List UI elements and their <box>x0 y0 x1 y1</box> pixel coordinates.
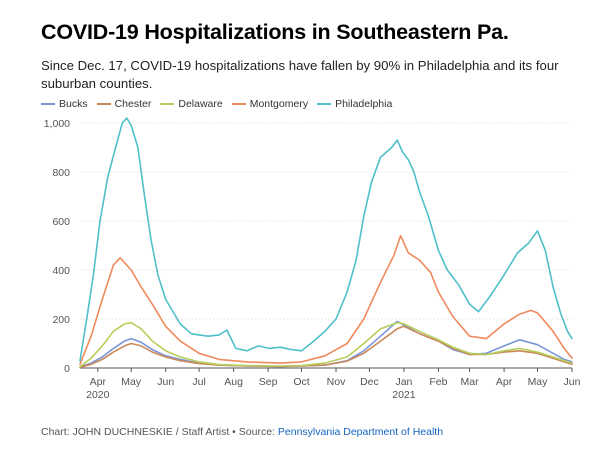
x-tick-year-label: 2020 <box>86 389 110 401</box>
x-tick-label: Mar <box>461 376 480 388</box>
legend-swatch <box>317 103 332 105</box>
chart-legend: Bucks Chester Delaware Montgomery Philadelph… <box>41 98 401 110</box>
y-tick-label: 400 <box>52 265 70 277</box>
x-tick-label: Apr <box>496 376 513 388</box>
x-tick-label: May <box>528 376 549 388</box>
legend-label: Philadelphia <box>335 98 393 110</box>
chart-title: COVID-19 Hospitalizations in Southeaster… <box>41 20 509 44</box>
x-tick-label: Feb <box>429 376 447 388</box>
x-tick-label: Apr <box>90 376 107 388</box>
chart-footer: Chart: JOHN DUCHNESKIE / Staff Artist • … <box>41 426 443 438</box>
legend-label: Bucks <box>59 98 88 110</box>
y-tick-label: 200 <box>52 314 70 326</box>
source-link[interactable]: Pennsylvania Department of Health <box>277 426 444 438</box>
x-tick-year-label: 2021 <box>392 389 416 401</box>
legend-item-montgomery: Montgomery <box>231 98 309 110</box>
legend-item-philadelphia: Philadelphia <box>317 98 392 110</box>
x-tick-label: Jun <box>157 376 174 388</box>
x-tick-label: Dec <box>360 376 379 388</box>
legend-swatch <box>160 103 175 105</box>
legend-label: Montgomery <box>249 98 309 110</box>
y-tick-label: 0 <box>64 363 70 375</box>
series-line-delaware <box>79 321 573 368</box>
legend-swatch <box>41 103 55 105</box>
x-tick-label: Oct <box>293 376 309 388</box>
x-tick-label: Jul <box>192 376 205 388</box>
legend-swatch <box>96 103 111 105</box>
legend-swatch <box>231 103 246 105</box>
series-line-montgomery <box>79 234 573 366</box>
x-tick-label: Aug <box>224 376 243 388</box>
legend-item-delaware: Delaware <box>160 98 223 110</box>
x-tick-label: Jun <box>564 376 581 388</box>
legend-label: Chester <box>114 98 152 110</box>
x-tick-label: May <box>121 376 142 388</box>
legend-item-chester: Chester <box>96 98 152 110</box>
legend-item-bucks: Bucks <box>41 98 88 110</box>
footer-credit: Chart: JOHN DUCHNESKIE / Staff Artist • … <box>41 426 278 438</box>
y-tick-label: 800 <box>52 167 70 179</box>
x-tick-label: Jan <box>395 376 412 388</box>
series-line-chester <box>79 325 573 369</box>
y-tick-label: 1,000 <box>44 118 70 130</box>
series-line-philadelphia <box>79 117 573 362</box>
chart-subtitle: Since Dec. 17, COVID-19 hospitalizations… <box>41 58 559 91</box>
x-tick-label: Sep <box>259 376 278 388</box>
legend-label: Delaware <box>178 98 223 110</box>
y-tick-label: 600 <box>52 216 70 228</box>
x-tick-label: Nov <box>327 376 346 388</box>
